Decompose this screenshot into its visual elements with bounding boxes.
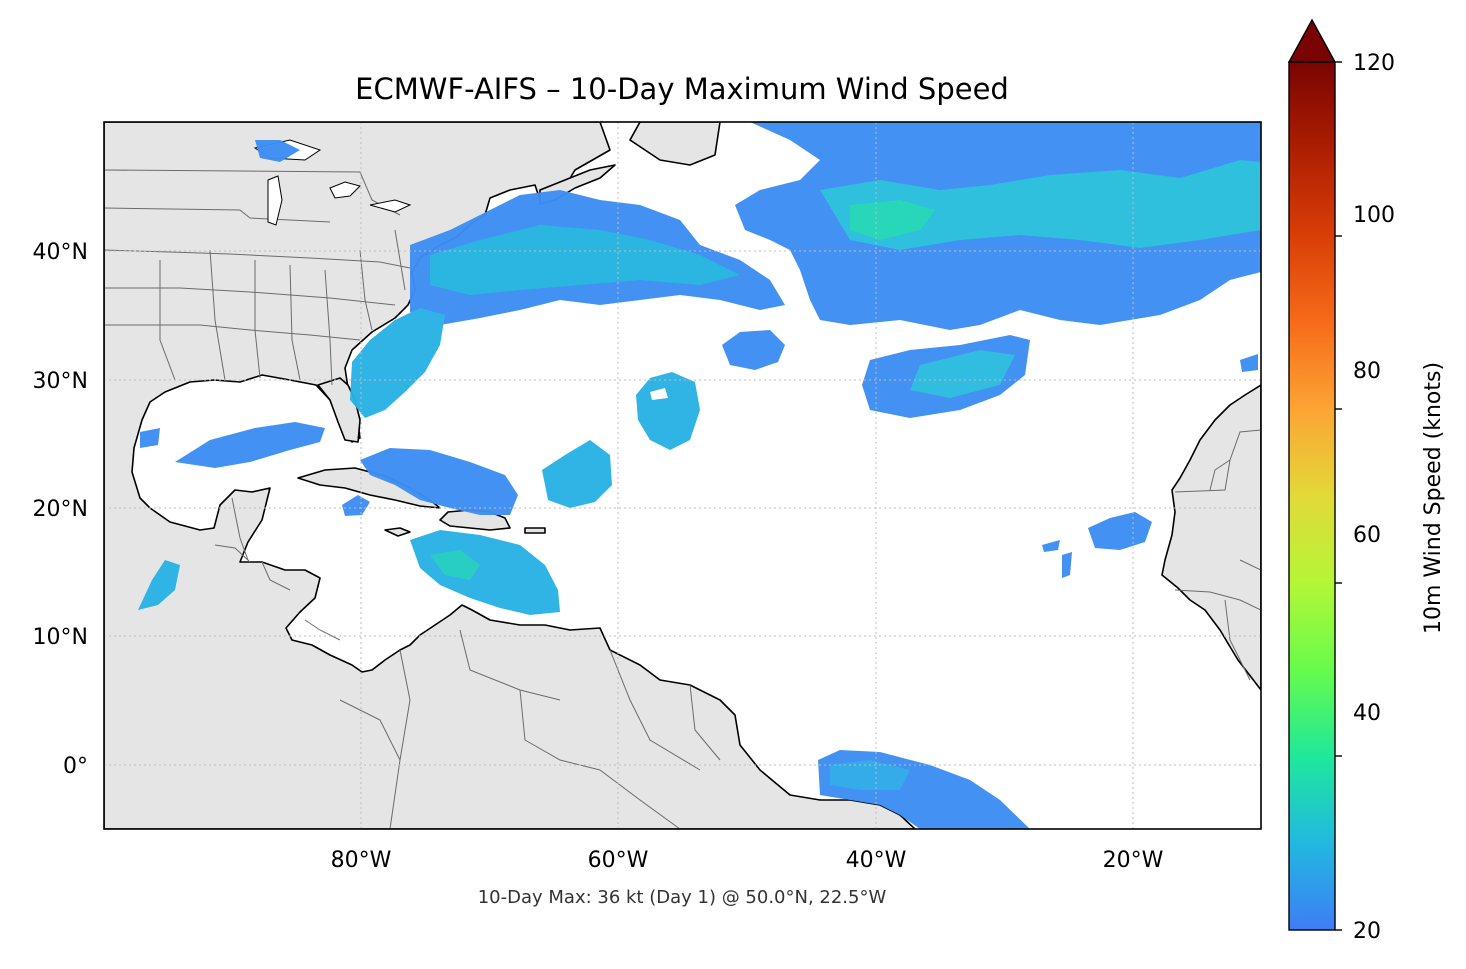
lat-tick-20n: 20°N [33,497,88,522]
swath-cape-verde [1088,512,1152,550]
cb-tick-20: 20 [1353,919,1381,944]
lat-tick-10n: 10°N [33,625,88,650]
colorbar: 20 40 60 80 100 120 10m Wind Speed (knot… [1287,18,1446,944]
cb-tick-100: 100 [1353,203,1395,228]
chart-title: ECMWF-AIFS – 10-Day Maximum Wind Speed [355,72,1009,106]
swath-cape-verde-small [1042,540,1072,578]
swath-caribbean-core [430,550,480,580]
cb-tick-120: 120 [1353,51,1395,76]
swath-gulf-west [140,428,160,448]
swath-bermuda-west [722,330,785,370]
swath-bermuda-hole [650,388,668,400]
max-annotation: 10-Day Max: 36 kt (Day 1) @ 50.0°N, 22.5… [478,887,887,908]
lon-tick-40w: 40°W [846,848,907,873]
map-frame [103,121,1262,830]
map-area [104,122,1261,829]
lon-tick-60w: 60°W [588,848,649,873]
swath-us-east-coast [350,308,445,418]
lat-tick-30n: 30°N [33,369,88,394]
swath-subtropical-isle [542,440,612,508]
colorbar-extend-arrow [1287,18,1337,63]
lon-tick-labels: 80°W 60°W 40°W 20°W [331,848,1164,873]
swath-gulf-of-mexico [175,422,325,468]
swath-eastern-pacific [138,560,180,610]
swath-north-atlantic-core [820,160,1261,250]
land-florida [317,377,361,443]
swath-cuba-south [342,495,370,516]
land-jamaica [384,527,411,537]
swath-caribbean [410,530,560,615]
lon-tick-80w: 80°W [331,848,392,873]
swath-far-east [1240,354,1258,372]
political-borders [104,169,1261,829]
colorbar-ticks [1335,61,1342,931]
wind-swaths [138,122,1261,829]
cb-tick-40: 40 [1353,701,1381,726]
swath-mid-atlantic-azores-core [910,350,1015,398]
land-puerto-rico [524,527,546,534]
lat-tick-labels: 40°N 30°N 20°N 10°N 0° [33,240,88,779]
colorbar-frame [1288,61,1336,931]
land-africa [1161,384,1261,691]
swath-lake-fringe [255,140,300,162]
swath-bahamas [360,448,518,515]
colorbar-gradient [1289,62,1335,930]
swath-central-atlantic-core [430,225,740,295]
land [104,122,1261,829]
swath-north-atlantic-peak [850,200,935,240]
lat-tick-40n: 40°N [33,240,88,265]
cb-tick-80: 80 [1353,359,1381,384]
lat-tick-0: 0° [63,754,88,779]
cb-tick-60: 60 [1353,523,1381,548]
lon-tick-20w: 20°W [1103,848,1164,873]
colorbar-label: 10m Wind Speed (knots) [1421,362,1446,634]
land-newfoundland [629,122,721,166]
swath-equatorial-core [830,760,910,790]
